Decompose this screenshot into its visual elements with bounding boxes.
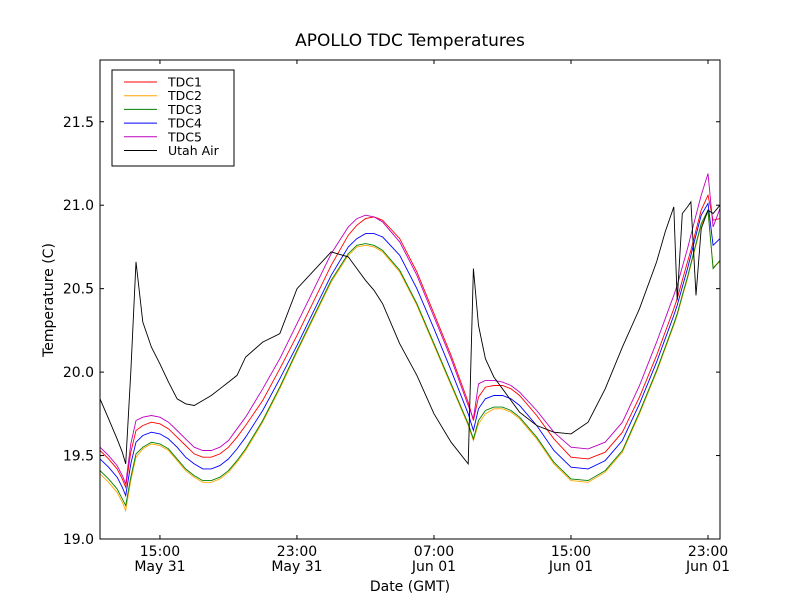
x-tick-label-date: Jun 01 (411, 559, 456, 575)
x-tick-label-time: 07:00 (414, 544, 454, 560)
x-tick-label-time: 23:00 (277, 544, 317, 560)
x-tick-label-date: May 31 (134, 559, 185, 575)
x-tick-label-time: 23:00 (688, 544, 728, 560)
legend-label-tdc3: TDC3 (167, 102, 202, 117)
y-axis-label: Temperature (C) (41, 243, 57, 358)
legend-label-tdc2: TDC2 (167, 88, 202, 103)
legend-label-utah-air: Utah Air (168, 143, 220, 158)
x-tick-label-date: Jun 01 (685, 559, 730, 575)
series-line-tdc2 (100, 210, 720, 513)
y-tick-label: 21.5 (63, 115, 94, 131)
x-tick-label-date: May 31 (271, 559, 322, 575)
y-tick-label: 20.0 (63, 365, 94, 381)
y-tick-label: 19.0 (63, 532, 94, 548)
y-tick-label: 19.5 (63, 449, 94, 465)
legend-label-tdc4: TDC4 (167, 116, 202, 131)
legend-label-tdc5: TDC5 (167, 129, 202, 144)
x-tick-label-date: Jun 01 (548, 559, 593, 575)
x-tick-label-time: 15:00 (551, 544, 591, 560)
y-axis: 19.0 19.5 20.0 20.5 21.0 21.5 (63, 115, 720, 548)
y-tick-label: 21.0 (63, 198, 94, 214)
plot-frame (99, 59, 721, 540)
series-line-tdc1 (100, 193, 720, 490)
plot-series (100, 173, 720, 513)
x-axis-label: Date (GMT) (370, 579, 450, 595)
chart-title: APOLLO TDC Temperatures (295, 31, 525, 51)
y-tick-label: 20.5 (63, 282, 94, 298)
legend-label-tdc1: TDC1 (167, 75, 202, 90)
series-line-utah-air (100, 200, 720, 466)
x-tick-label-time: 15:00 (140, 544, 180, 560)
series-line-tdc3 (100, 208, 720, 507)
series-line-tdc5 (100, 173, 720, 486)
series-line-tdc4 (100, 202, 720, 498)
